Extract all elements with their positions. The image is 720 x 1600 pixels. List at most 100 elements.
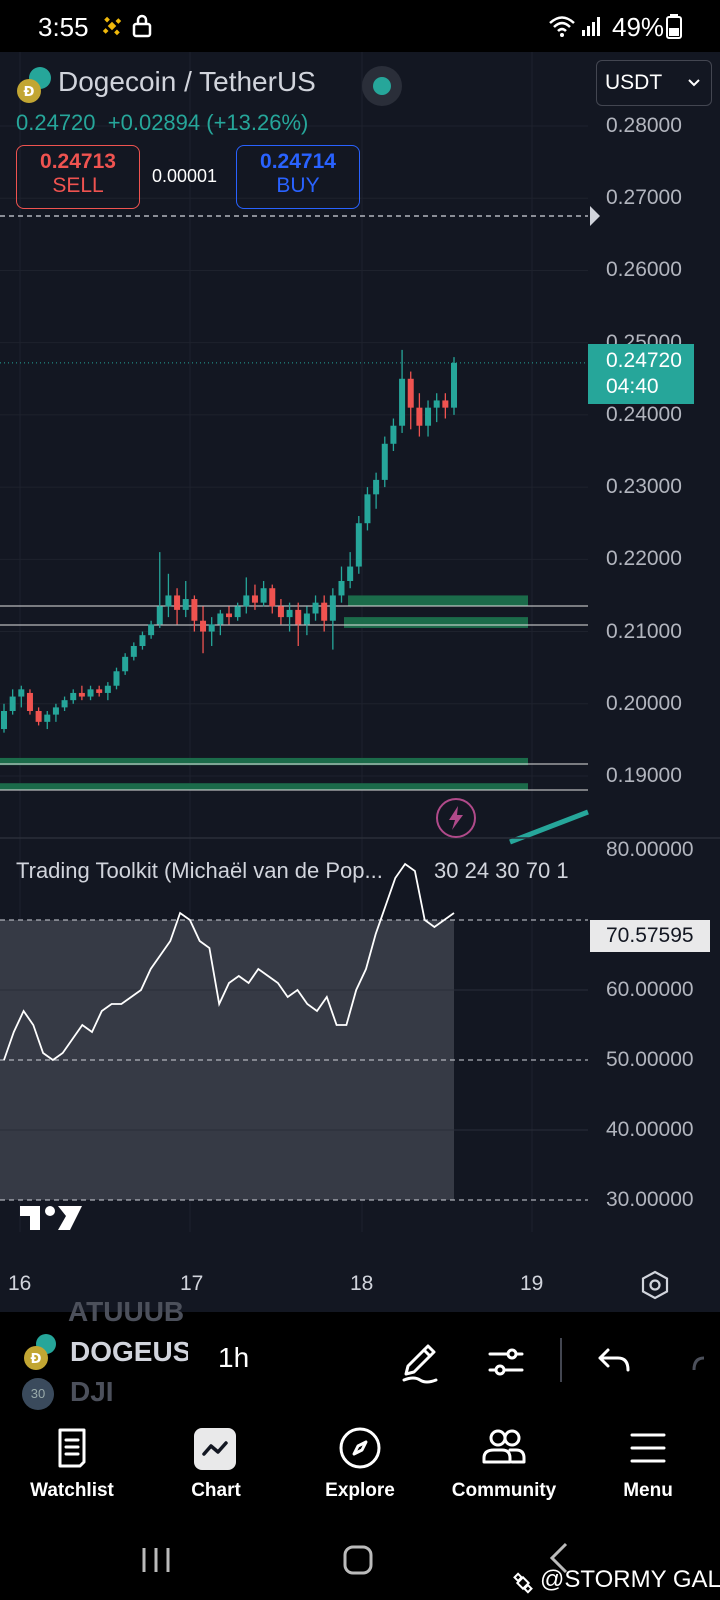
price-axis-label: 0.28000 — [606, 114, 682, 137]
home-icon[interactable] — [340, 1542, 376, 1578]
candle — [260, 588, 267, 603]
wifi-icon — [549, 16, 575, 37]
buy-price: 0.24714 — [260, 150, 336, 173]
candle — [338, 581, 345, 596]
candle — [347, 566, 354, 581]
watchlist-icon — [58, 1428, 86, 1468]
chart-toolbar: ATUUUB Ð DOGEUS 30 DJI 1h — [0, 1296, 720, 1412]
candle — [174, 595, 181, 610]
alert-line-marker — [590, 206, 600, 226]
tab-label: Community — [451, 1480, 557, 1501]
sell-button[interactable]: 0.24713 SELL — [16, 145, 140, 209]
indicator-axis-label: 80.00000 — [606, 838, 694, 861]
candle — [329, 595, 336, 621]
system-nav-bar: @STORMY GAL — [0, 1530, 720, 1600]
candle — [200, 620, 207, 632]
candle — [295, 609, 302, 625]
candle-countdown: 04:40 — [606, 375, 659, 398]
candle — [390, 425, 397, 444]
buy-button[interactable]: 0.24714 BUY — [236, 145, 360, 209]
currency-select[interactable]: USDT — [596, 60, 712, 106]
symbol-title[interactable]: Dogecoin / TetherUS — [58, 66, 316, 97]
dji-badge: 30 — [22, 1378, 54, 1410]
tab-explore[interactable]: Explore — [288, 1412, 432, 1530]
tradingview-logo — [20, 1202, 84, 1239]
candle — [355, 523, 362, 567]
indicator-title[interactable]: Trading Toolkit (Michaël van de Pop... — [16, 858, 383, 883]
candle — [113, 671, 120, 686]
candle — [1, 711, 7, 730]
candle — [52, 707, 59, 715]
lightning-icon[interactable] — [436, 798, 476, 838]
candle — [35, 711, 42, 722]
candle — [416, 407, 423, 426]
toolbar-divider — [560, 1338, 562, 1382]
compass-icon — [339, 1427, 381, 1469]
candle — [321, 602, 328, 621]
current-price: 0.24720 — [606, 349, 682, 372]
back-icon[interactable] — [544, 1540, 574, 1576]
candle — [407, 378, 414, 408]
chart-settings-icon[interactable] — [640, 1270, 670, 1305]
time-axis-label: 18 — [350, 1272, 374, 1295]
candle — [61, 700, 68, 708]
candle — [364, 494, 371, 524]
tab-community[interactable]: Community — [432, 1412, 576, 1530]
candle — [139, 635, 146, 646]
tab-label: Watchlist — [30, 1480, 114, 1501]
tab-watchlist[interactable]: Watchlist — [0, 1412, 144, 1530]
chart-area[interactable]: Ð Dogecoin / TetherUS 0.24720 +0.02894 (… — [0, 52, 720, 1312]
candle — [243, 595, 250, 607]
candle — [286, 609, 293, 618]
candle — [182, 599, 189, 610]
trend-line — [509, 809, 589, 845]
indicator-current-value: 70.57595 — [590, 920, 710, 952]
pencil-icon[interactable] — [400, 1340, 440, 1384]
price-axis-label: 0.21000 — [606, 619, 682, 643]
candle — [399, 378, 406, 426]
symbol-switcher[interactable]: DOGEUS — [70, 1336, 188, 1367]
indicator-axis-label: 30.00000 — [606, 1188, 694, 1211]
candlestick-chart[interactable] — [0, 52, 720, 1312]
tab-menu[interactable]: Menu — [576, 1412, 720, 1530]
price-axis-label: 0.26000 — [606, 258, 682, 282]
market-status-indicator[interactable] — [362, 66, 402, 106]
candle — [87, 689, 94, 697]
candle — [251, 595, 258, 603]
price-axis-label: 0.22000 — [606, 547, 682, 571]
interval-button[interactable]: 1h — [218, 1342, 250, 1373]
candle — [381, 443, 388, 480]
battery-percent: 49% — [612, 12, 665, 42]
chevron-down-icon — [688, 79, 700, 87]
last-price: 0.24720 — [16, 110, 96, 135]
chart-icon — [194, 1428, 236, 1470]
tab-chart[interactable]: Chart — [144, 1412, 288, 1530]
candle — [208, 624, 215, 632]
indicator-line — [3, 862, 455, 1062]
sliders-icon[interactable] — [486, 1342, 526, 1382]
candle — [78, 692, 85, 697]
price-axis-label: 0.27000 — [606, 186, 682, 210]
undo-icon[interactable] — [596, 1346, 632, 1378]
redo-icon[interactable] — [690, 1346, 720, 1378]
binance-icon — [102, 16, 122, 36]
candle — [226, 613, 232, 618]
watch-item-next[interactable]: DJI — [70, 1376, 114, 1407]
candle — [122, 656, 129, 672]
candle — [217, 613, 224, 625]
candle — [104, 685, 111, 693]
community-icon — [482, 1429, 526, 1464]
recent-apps-icon[interactable] — [136, 1542, 176, 1578]
candle — [165, 595, 172, 607]
price-change-line: 0.24720 +0.02894 (+13.26%) — [16, 110, 308, 136]
candle — [269, 588, 276, 607]
indicator-axis-label: 50.00000 — [606, 1048, 694, 1071]
support-zone — [0, 783, 528, 791]
symbol-logo: Ð — [16, 66, 56, 106]
candle — [234, 606, 241, 618]
signal-icon — [582, 17, 600, 36]
watch-item-prev[interactable]: ATUUUB — [68, 1296, 185, 1327]
status-bar: 3:55 49% — [0, 0, 720, 52]
tab-label: Menu — [623, 1480, 673, 1501]
support-zone — [344, 617, 528, 628]
